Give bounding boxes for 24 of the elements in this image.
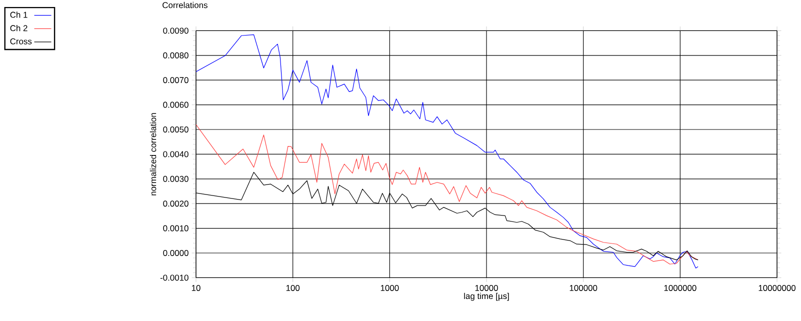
y-tick-label: 0.0070	[163, 77, 188, 84]
y-tick-label: 0.0020	[163, 200, 188, 207]
legend-label: Cross	[10, 38, 32, 44]
x-tick-label: 10000000	[758, 284, 796, 291]
x-tick-label: 1000	[380, 284, 399, 291]
y-tick-label: 0.0040	[163, 151, 188, 158]
x-tick-label: 10	[192, 284, 200, 291]
chart-title: Correlations	[162, 2, 208, 8]
y-tick-label: 0.0060	[163, 102, 188, 108]
x-tick-label: 1000000	[664, 284, 696, 291]
legend-label: Ch 2	[10, 24, 28, 32]
x-tick-label: 10000	[475, 284, 498, 291]
x-axis-title: lag time [µs]	[464, 292, 509, 301]
y-tick-label: 0.0000	[163, 250, 188, 256]
x-tick-label: 100000	[570, 284, 598, 291]
y-tick-label: 0.0030	[163, 176, 188, 182]
y-tick-label: 0.0050	[163, 126, 188, 132]
y-tick-label: 0.0080	[163, 52, 188, 58]
y-tick-label: -0.0010	[160, 274, 188, 281]
y-axis-title: normalized correlation	[150, 113, 156, 196]
y-tick-label: 0.0010	[163, 225, 188, 232]
x-tick-label: 100	[286, 284, 300, 291]
y-tick-label: 0.0090	[163, 28, 188, 34]
legend-label: Ch 1	[10, 12, 28, 18]
